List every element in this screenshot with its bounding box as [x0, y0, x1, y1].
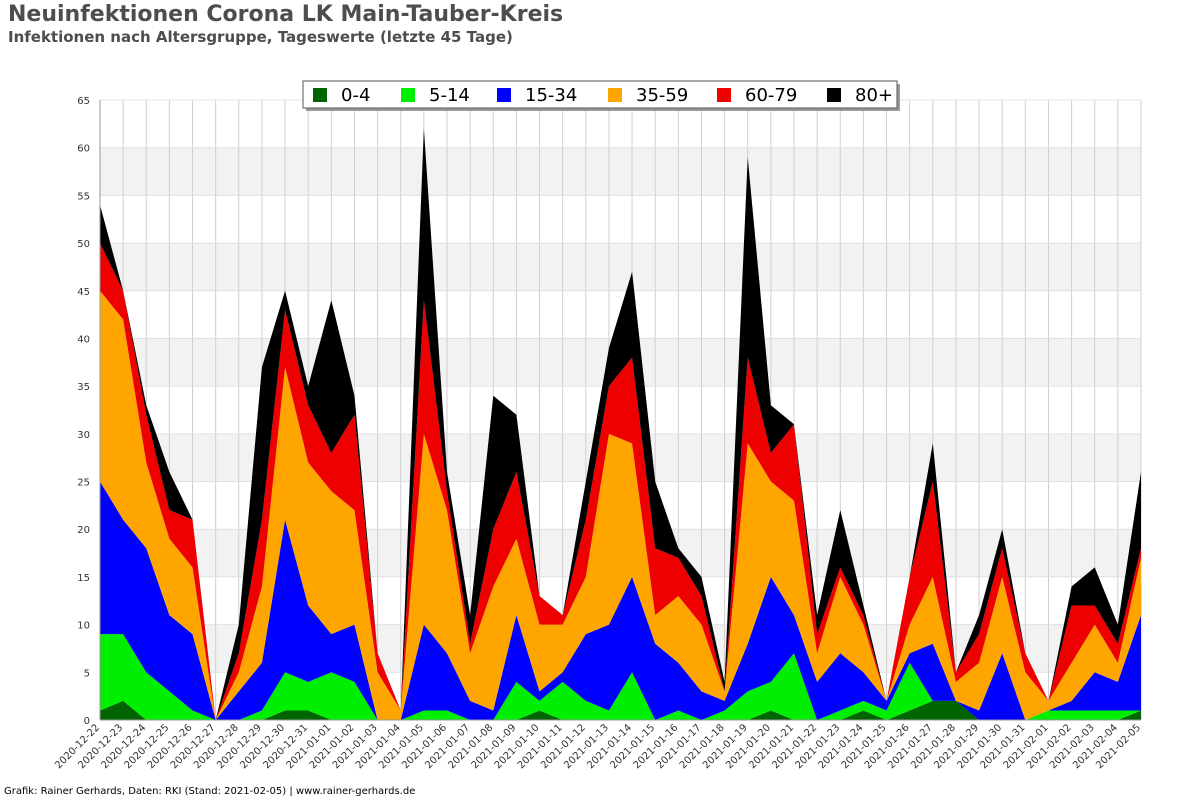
y-tick-label: 40 — [77, 334, 90, 345]
legend-label-35-59: 35-59 — [636, 85, 688, 106]
legend-box — [302, 80, 898, 109]
chart-subtitle: Infektionen nach Altersgruppe, Tageswert… — [8, 28, 513, 46]
legend-swatch-15-34 — [497, 88, 511, 102]
legend-label-0-4: 0-4 — [341, 85, 370, 106]
area-series-15-34 — [100, 481, 1141, 720]
area-series-5-14 — [100, 634, 1141, 720]
y-tick-label: 60 — [77, 144, 90, 155]
y-tick-label: 15 — [77, 573, 90, 584]
y-tick-label: 10 — [77, 621, 90, 632]
y-tick-label: 55 — [77, 191, 90, 202]
y-tick-label: 25 — [77, 478, 90, 489]
legend-swatch-35-59 — [608, 88, 622, 102]
grid-band — [100, 147, 1141, 196]
legend-swatch-5-14 — [401, 88, 415, 102]
chart-title: Neuinfektionen Corona LK Main-Tauber-Kre… — [8, 2, 564, 27]
legend-label-60-79: 60-79 — [745, 85, 797, 106]
y-tick-label: 35 — [77, 382, 90, 393]
chart-footer: Grafik: Rainer Gerhards, Daten: RKI (Sta… — [4, 786, 416, 797]
y-tick-label: 65 — [77, 96, 90, 107]
legend-swatch-80+ — [827, 88, 841, 102]
legend-label-15-34: 15-34 — [525, 85, 577, 106]
y-tick-label: 5 — [84, 668, 90, 679]
y-tick-label: 0 — [84, 716, 90, 727]
area-series-0-4 — [100, 700, 1141, 720]
y-tick-label: 45 — [77, 287, 90, 298]
y-tick-label: 50 — [77, 239, 90, 250]
area-series-35-59 — [100, 290, 1141, 720]
y-tick-label: 20 — [77, 525, 90, 536]
legend-swatch-0-4 — [313, 88, 327, 102]
y-tick-label: 30 — [77, 430, 90, 441]
legend-swatch-60-79 — [717, 88, 731, 102]
legend-label-80+: 80+ — [855, 85, 893, 106]
legend-label-5-14: 5-14 — [429, 85, 470, 106]
grid-band — [100, 243, 1141, 291]
